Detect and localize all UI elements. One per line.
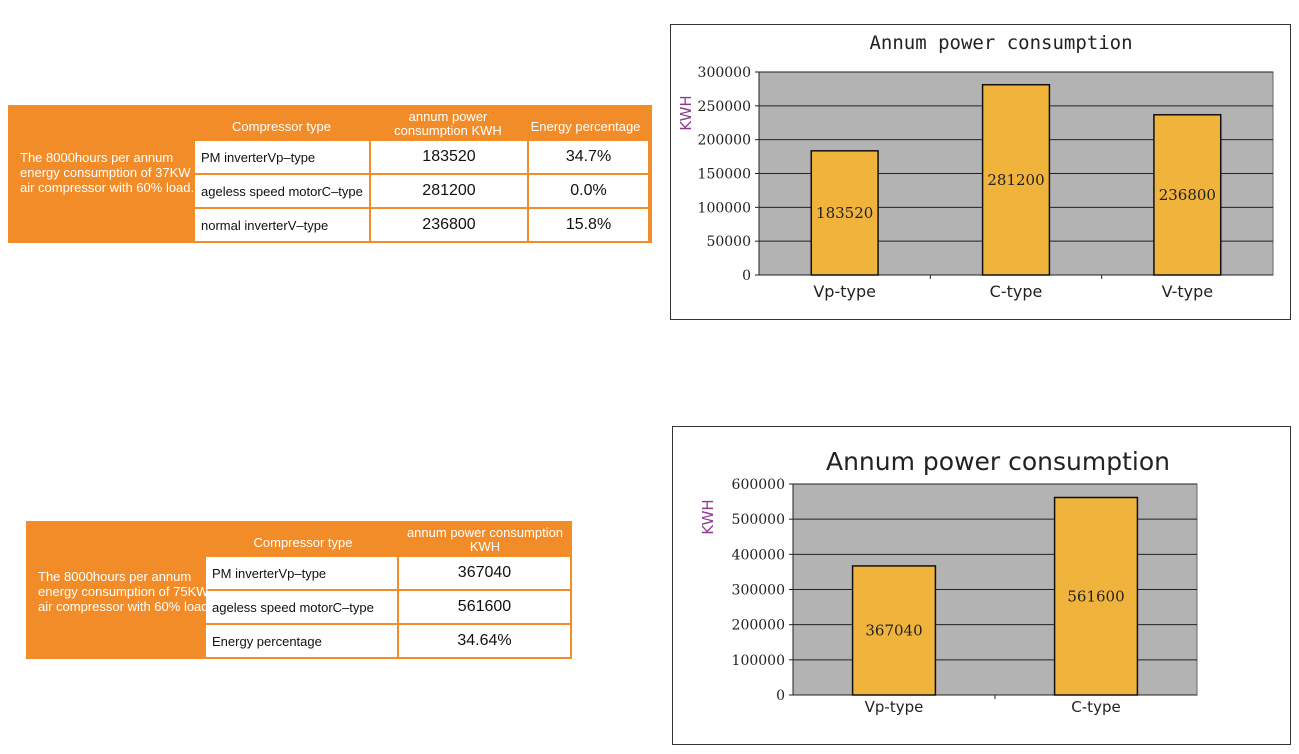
bar [810, 150, 879, 276]
y-tick-label: 100000 [732, 653, 785, 669]
bar-data-label: 183520 [816, 204, 873, 222]
table-cell: Energy percentage [206, 625, 397, 657]
header-compressor-type: Compressor type [232, 119, 331, 134]
table-cell: PM inverterVp–type [195, 141, 369, 173]
bar [1053, 496, 1139, 696]
y-tick-label: 200000 [698, 133, 751, 149]
x-tick-label: V-type [1162, 282, 1214, 301]
bar [981, 83, 1051, 276]
y-tick-label: 300000 [732, 583, 785, 599]
table-cell: ageless speed motorC–type [206, 591, 397, 623]
y-tick-label: 0 [776, 688, 785, 704]
x-tick-label: C-type [990, 282, 1043, 301]
energy-table-37kw: The 8000hours per annum energy consumpti… [8, 105, 652, 243]
bar-data-label: 236800 [1159, 186, 1216, 204]
y-tick-label: 50000 [706, 234, 751, 250]
table-cell: PM inverterVp–type [206, 557, 397, 589]
chart-title: Annum power consumption [826, 447, 1170, 476]
header-compressor-type: Compressor type [253, 535, 353, 550]
bar-chart-75kw: 0 100000 200000 300000 400000 500000 600000 367… [672, 426, 1291, 745]
table-cell: 34.64% [399, 625, 570, 657]
bar-chart-37kw: 0 50000 100000 150000 200000 250000 300000 1835… [670, 24, 1291, 320]
bar [1153, 114, 1222, 276]
table-cell: normal inverterV–type [195, 209, 369, 241]
table-cell: ageless speed motorC–type [195, 175, 369, 207]
x-tick-label: Vp-type [865, 698, 924, 716]
energy-table-75kw: The 8000hours per annum energy consumpti… [26, 521, 572, 659]
y-tick-label: 200000 [732, 618, 785, 634]
bar-data-label: 367040 [865, 621, 922, 639]
y-tick-label: 0 [742, 268, 751, 284]
chart-svg: 0 100000 200000 300000 400000 500000 600000 367… [699, 447, 1198, 716]
chart-title: Annum power consumption [869, 32, 1132, 54]
table-cell: 0.0% [529, 175, 648, 207]
bar-data-label: 561600 [1067, 587, 1124, 605]
x-tick-label: Vp-type [813, 282, 876, 301]
y-tick-label: 400000 [732, 547, 785, 563]
y-tick-label: 250000 [698, 99, 751, 115]
table-cell: 367040 [399, 557, 570, 589]
table-cell: 15.8% [529, 209, 648, 241]
y-axis-label: KWH [699, 499, 717, 534]
x-tick-label: C-type [1071, 698, 1120, 716]
header-annum-power: annum power consumption KWH [406, 525, 564, 554]
table-description: The 8000hours per annum energy consumpti… [38, 569, 213, 614]
y-tick-label: 500000 [732, 512, 785, 528]
header-energy-percentage: Energy percentage [530, 119, 641, 134]
y-tick-label: 300000 [698, 65, 751, 81]
table-description: The 8000hours per annum energy consumpti… [20, 150, 195, 195]
table-cell: 236800 [371, 209, 527, 241]
table-cell: 281200 [371, 175, 527, 207]
bar-data-label: 281200 [987, 171, 1044, 189]
y-tick-label: 100000 [698, 200, 751, 216]
y-tick-label: 150000 [698, 167, 751, 183]
y-axis-label: KWH [677, 95, 695, 130]
table-cell: 183520 [371, 141, 527, 173]
table-cell: 561600 [399, 591, 570, 623]
table-cell: 34.7% [529, 141, 648, 173]
y-tick-label: 600000 [732, 477, 785, 493]
header-annum-power: annum power consumption KWH [394, 109, 502, 138]
chart-svg: 0 50000 100000 150000 200000 250000 300000 1835… [677, 32, 1274, 301]
bar [851, 565, 937, 696]
